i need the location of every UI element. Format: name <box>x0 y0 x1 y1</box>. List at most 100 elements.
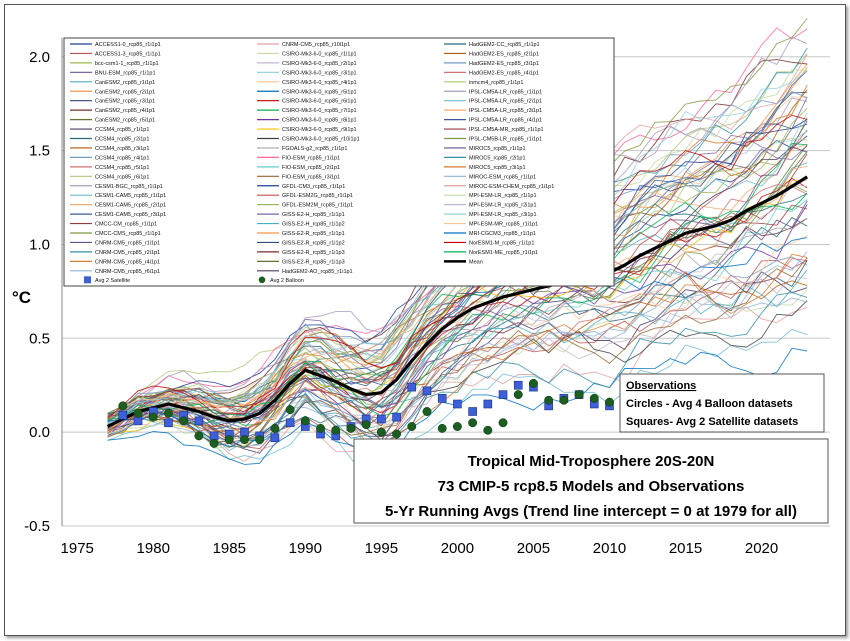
legend-label: CNRM-CM5_rcp85_r1i1p1 <box>95 240 160 246</box>
x-tick-label: 1990 <box>289 540 322 557</box>
legend-swatch-balloon <box>258 276 266 284</box>
legend-label: CSIRO-Mk3-6-0_rcp85_r4i1p1 <box>282 80 357 86</box>
legend-label: IPSL-CM5A-LR_rcp85_r2i1p1 <box>469 99 542 105</box>
model-line <box>107 253 808 450</box>
balloon-point <box>483 425 493 435</box>
legend-label: CESM1-CAM5_rcp85_r2i1p1 <box>95 203 166 209</box>
observations-heading: Observations <box>626 380 696 392</box>
legend-label: BNU-ESM_rcp85_r1i1p1 <box>95 70 156 76</box>
legend-label: MPI-ESM-LR_rcp85_r1i1p1 <box>469 193 537 199</box>
model-line <box>107 70 808 438</box>
x-tick-label: 2015 <box>669 540 702 557</box>
model-line <box>107 218 808 442</box>
legend-label: CanESM2_rcp85_r4i1p1 <box>95 108 155 114</box>
legend-label: GISS-E2-H_rcp85_r1i1p1 <box>282 212 345 218</box>
legend-label: IPSL-CM5A-LR_rcp85_r4i1p1 <box>469 118 542 124</box>
legend-label: CESM1-BGC_rcp85_r1i1p1 <box>95 184 163 190</box>
satellite-point <box>377 414 386 424</box>
x-tick-label: 2000 <box>441 540 474 557</box>
legend-label: IPSL-CM5A-MR_rcp85_r1i1p1 <box>469 127 544 133</box>
model-line <box>107 257 808 441</box>
balloon-point <box>498 418 508 428</box>
legend-label: MIROC5_rcp85_r2i1p1 <box>469 155 526 161</box>
legend-label: CNRM-CM5_rcp85_r2i1p1 <box>95 250 160 256</box>
satellite-point <box>164 418 173 428</box>
legend-label: CESM1-CAM5_rcp85_r3i1p1 <box>95 212 166 218</box>
balloon-point <box>300 416 310 426</box>
legend-label: GFDL-ESM2G_rcp85_r1i1p1 <box>282 193 353 199</box>
balloon-point <box>407 422 417 431</box>
legend-label: GISS-E2-H_rcp85_r1i1p2 <box>282 222 345 228</box>
legend-label: ACCESS1-3_rcp85_r1i1p1 <box>95 51 161 57</box>
balloon-point <box>270 423 280 433</box>
model-line <box>107 183 808 437</box>
observations-line-satellite: Squares- Avg 2 Satellite datasets <box>626 416 798 428</box>
legend-swatch-satellite <box>84 276 91 284</box>
balloon-point <box>285 405 295 415</box>
legend-label: CanESM2_rcp85_r3i1p1 <box>95 99 155 105</box>
legend-label: CanESM2_rcp85_r1i1p1 <box>95 80 155 86</box>
balloon-point <box>179 416 189 426</box>
legend-label: CSIRO-Mk3-6-0_rcp85_r10i1p1 <box>282 137 360 143</box>
legend-label: CSIRO-Mk3-6-0_rcp85_r9i1p1 <box>282 127 357 133</box>
model-line <box>107 300 808 449</box>
satellite-point <box>407 382 417 392</box>
legend-label: IPSL-CM5A-LR_rcp85_r1i1p1 <box>469 89 542 95</box>
x-tick-label: 1980 <box>137 540 170 557</box>
legend-label: CSIRO-Mk3-6-0_rcp85_r1i1p1 <box>282 51 357 57</box>
legend-label: CSIRO-Mk3-6-0_rcp85_r3i1p1 <box>282 70 357 76</box>
legend-label: GISS-E2-R_rcp85_r1i1p1 <box>282 231 345 237</box>
satellite-point <box>422 386 432 396</box>
chart-subtitle: 73 CMIP-5 rcp8.5 Models and Observations <box>438 478 745 495</box>
observation-markers <box>118 378 630 448</box>
balloon-point <box>133 408 143 418</box>
balloon-point <box>574 390 584 400</box>
legend-label: HadGEM2-ES_rcp85_r4i1p1 <box>469 70 539 76</box>
balloon-point <box>513 390 523 400</box>
satellite-point <box>453 399 462 409</box>
satellite-point <box>209 431 219 441</box>
model-line <box>107 258 808 442</box>
balloon-point <box>240 435 249 445</box>
model-line <box>107 237 808 448</box>
legend-label: FGOALS-g2_rcp85_r1i1p1 <box>282 146 347 152</box>
legend-label: FIO-ESM_rcp85_r3i1p1 <box>282 174 340 180</box>
legend-label: ACCESS1-0_rcp85_r1i1p1 <box>95 42 161 48</box>
chart-title: Tropical Mid-Troposphere 20S-20N <box>468 453 715 470</box>
balloon-point <box>422 407 432 416</box>
balloon-point <box>589 393 599 403</box>
satellite-point <box>483 399 493 409</box>
legend-label: GISS-E2-R_rcp85_r1i1p3 <box>282 250 345 256</box>
axes: -0.5 0.0 0.5 1.0 1.5 2.0 1975 1980 1985 1990 1995 2… <box>24 38 778 557</box>
mean-line <box>106 175 809 428</box>
legend-label: HadGEM2-CC_rcp85_r1i1p1 <box>469 42 540 48</box>
y-tick-label: 0.5 <box>29 330 50 347</box>
balloon-point <box>605 397 614 407</box>
legend-label: CSIRO-Mk3-6-0_rcp85_r5i1p1 <box>282 89 357 95</box>
observations-box: Observations Circles - Avg 4 Balloon dat… <box>619 373 825 433</box>
balloon-point <box>224 435 234 445</box>
legend-label: CSIRO-Mk3-6-0_rcp85_r8i1p1 <box>282 118 357 124</box>
balloon-point <box>164 408 173 418</box>
legend-label: MIROC5_rcp85_r1i1p1 <box>469 146 526 152</box>
y-tick-label: 1.5 <box>29 143 50 160</box>
legend-label: HadGEM2-ES_rcp85_r2i1p1 <box>469 51 539 57</box>
legend-label: CanESM2_rcp85_r5i1p1 <box>95 118 155 124</box>
balloon-point <box>559 395 569 405</box>
model-line <box>107 184 808 435</box>
balloon-point <box>452 422 462 431</box>
legend-label: CCSM4_rcp85_r2i1p1 <box>95 137 149 143</box>
legend-label: bcc-csm1-1_rcp85_r1i1p1 <box>95 61 159 67</box>
legend-label: CNRM-CM5_rcp85_r4i1p1 <box>95 259 160 265</box>
balloon-point <box>437 423 447 433</box>
legend-label: GFDL-CM3_rcp85_r1i1p1 <box>282 184 345 190</box>
balloon-point <box>468 418 478 428</box>
legend-label: MPI-ESM-LR_rcp85_r2i1p1 <box>469 203 537 209</box>
balloon-point <box>528 378 538 388</box>
y-tick-label: 0.0 <box>29 424 50 441</box>
legend-label: GFDL-ESM2M_rcp85_r1i1p1 <box>282 203 353 209</box>
legend-label: MPI-ESM-LR_rcp85_r3i1p1 <box>469 212 537 218</box>
legend-label: CSIRO-Mk3-6-0_rcp85_r6i1p1 <box>282 99 357 105</box>
x-tick-label: 1995 <box>365 540 398 557</box>
